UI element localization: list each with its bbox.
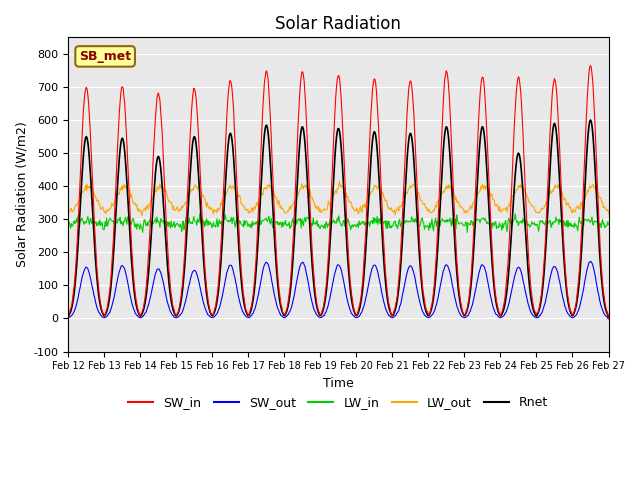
SW_out [65, 315, 72, 321]
LW_in [65, 220, 72, 226]
Line: Rnet: Rnet [68, 120, 609, 318]
LW_in [463, 229, 471, 235]
LW_out [138, 213, 146, 219]
SW_out [404, 267, 412, 273]
LW_out [130, 201, 138, 207]
SW_out [420, 311, 428, 316]
SW_out [185, 284, 193, 290]
Legend: SW_in, SW_out, LW_in, LW_out, Rnet: SW_in, SW_out, LW_in, LW_out, Rnet [124, 391, 554, 414]
Text: SB_met: SB_met [79, 50, 131, 63]
SW_in [420, 292, 428, 298]
SW_in [213, 293, 221, 299]
LW_in [130, 216, 138, 222]
LW_in [196, 210, 204, 216]
Line: LW_in: LW_in [68, 213, 609, 232]
LW_in [605, 221, 612, 227]
SW_in [587, 63, 595, 69]
LW_out [406, 184, 413, 190]
Rnet [185, 200, 193, 206]
Y-axis label: Solar Radiation (W/m2): Solar Radiation (W/m2) [15, 121, 28, 267]
Rnet [404, 145, 412, 151]
SW_out [74, 295, 82, 301]
LW_out [335, 179, 343, 184]
SW_out [605, 315, 612, 321]
X-axis label: Time: Time [323, 377, 354, 390]
Rnet [65, 313, 72, 319]
SW_out [587, 258, 595, 264]
LW_out [65, 211, 72, 217]
Rnet [130, 283, 138, 289]
Line: SW_in: SW_in [68, 66, 609, 318]
Line: SW_out: SW_out [68, 261, 609, 318]
LW_out [74, 200, 82, 205]
Rnet [420, 298, 428, 303]
LW_in [405, 218, 413, 224]
Title: Solar Radiation: Solar Radiation [275, 15, 401, 33]
SW_in [185, 170, 193, 176]
SW_in [605, 315, 612, 321]
SW_in [65, 312, 72, 318]
Rnet [587, 117, 595, 123]
LW_in [214, 224, 221, 230]
Rnet [74, 242, 82, 248]
LW_out [214, 205, 221, 211]
LW_out [421, 203, 429, 208]
Rnet [213, 298, 221, 304]
LW_in [74, 213, 82, 218]
LW_in [185, 219, 193, 225]
Rnet [605, 315, 612, 321]
SW_in [404, 97, 412, 103]
SW_out [213, 311, 221, 316]
SW_in [74, 223, 82, 229]
Line: LW_out: LW_out [68, 181, 609, 216]
SW_out [130, 306, 138, 312]
LW_out [186, 192, 193, 197]
LW_out [605, 210, 612, 216]
SW_in [130, 274, 138, 279]
LW_in [420, 226, 428, 232]
